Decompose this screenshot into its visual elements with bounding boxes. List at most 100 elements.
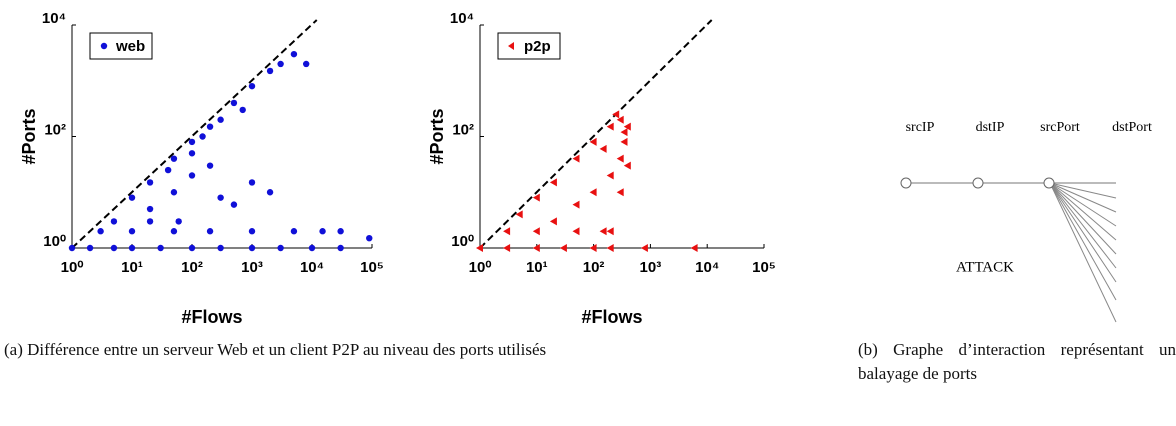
x-tick-label: 10² — [583, 259, 605, 276]
point — [290, 50, 298, 58]
point — [146, 205, 154, 213]
point — [620, 137, 628, 146]
point — [549, 217, 557, 226]
point — [248, 244, 256, 252]
point — [188, 150, 196, 157]
point — [170, 228, 178, 235]
point — [532, 244, 540, 252]
point — [476, 244, 483, 252]
point — [589, 244, 597, 252]
figure: srcIP dstIP srcPort dstPort ATTACK 10⁰ 10… — [19, 10, 1152, 327]
point — [239, 106, 246, 114]
node-label: srcPort — [1040, 120, 1080, 135]
node — [900, 177, 912, 189]
y-tick-label: 10⁴ — [42, 10, 66, 27]
point — [68, 244, 76, 252]
point — [170, 189, 178, 196]
legend-label: web — [115, 38, 145, 55]
point — [248, 228, 256, 235]
point — [599, 227, 607, 236]
point — [146, 179, 154, 186]
point — [623, 122, 631, 131]
point — [503, 227, 511, 236]
point — [559, 244, 567, 252]
point — [572, 227, 580, 236]
point — [206, 228, 214, 235]
point — [532, 227, 540, 236]
point — [572, 200, 580, 209]
point — [302, 60, 310, 68]
y-tick-label: 10² — [452, 121, 474, 138]
point — [248, 179, 256, 186]
point — [532, 193, 540, 202]
point — [623, 161, 631, 170]
point — [199, 133, 206, 140]
node-label: srcIP — [906, 120, 935, 135]
point — [277, 244, 284, 252]
point — [589, 137, 597, 146]
point — [640, 244, 648, 252]
point — [110, 244, 118, 252]
point — [230, 99, 238, 107]
point — [616, 154, 624, 163]
point — [606, 244, 614, 252]
point — [217, 194, 224, 201]
interaction-graph: srcIP dstIP srcPort dstPort ATTACK — [900, 120, 1152, 323]
point — [97, 228, 104, 235]
point — [164, 166, 172, 174]
x-tick-label: 10⁰ — [61, 259, 84, 276]
point — [217, 244, 224, 252]
y-tick-label: 10⁰ — [451, 233, 474, 250]
x-tick-label: 10¹ — [526, 259, 548, 276]
caption: (a) Différence entre un serveur Web et u… — [4, 340, 547, 359]
point — [188, 244, 196, 252]
y-tick-label: 10² — [44, 121, 66, 138]
point — [572, 154, 580, 163]
x-tick-label: 10³ — [241, 259, 263, 276]
y-tick-label: 10⁴ — [450, 10, 474, 27]
point — [337, 228, 344, 235]
y-axis-label: #Ports — [19, 108, 39, 164]
point — [217, 116, 224, 123]
attack-label: ATTACK — [956, 259, 1014, 275]
point — [206, 123, 214, 130]
point — [248, 82, 256, 90]
point — [266, 189, 274, 196]
diagonal — [479, 19, 713, 249]
legend-box — [89, 32, 153, 60]
point — [146, 218, 154, 225]
point — [337, 244, 344, 252]
point — [308, 244, 316, 252]
point — [515, 210, 523, 219]
x-tick-label: 10⁴ — [300, 259, 324, 276]
point — [616, 188, 624, 197]
point — [277, 60, 284, 68]
point — [616, 115, 624, 124]
point — [157, 244, 164, 252]
point — [86, 244, 94, 252]
y-axis-label: #Ports — [427, 108, 447, 164]
point — [606, 227, 614, 236]
legend-label: p2p — [524, 38, 551, 55]
point — [319, 228, 326, 235]
x-axis-label: #Flows — [181, 307, 242, 327]
point — [128, 244, 136, 252]
point — [612, 110, 620, 119]
point — [606, 171, 614, 180]
point — [503, 244, 511, 252]
x-tick-label: 10⁰ — [469, 259, 492, 276]
x-tick-label: 10² — [181, 259, 203, 276]
point — [230, 201, 238, 208]
point — [188, 172, 196, 179]
point — [188, 138, 196, 146]
point — [620, 128, 628, 137]
y-tick-label: 10⁰ — [43, 233, 66, 250]
point — [175, 218, 182, 225]
point — [170, 155, 178, 162]
node — [1043, 177, 1055, 189]
point — [128, 228, 136, 235]
diagonal — [71, 19, 318, 249]
point — [690, 244, 698, 252]
point — [606, 122, 614, 131]
